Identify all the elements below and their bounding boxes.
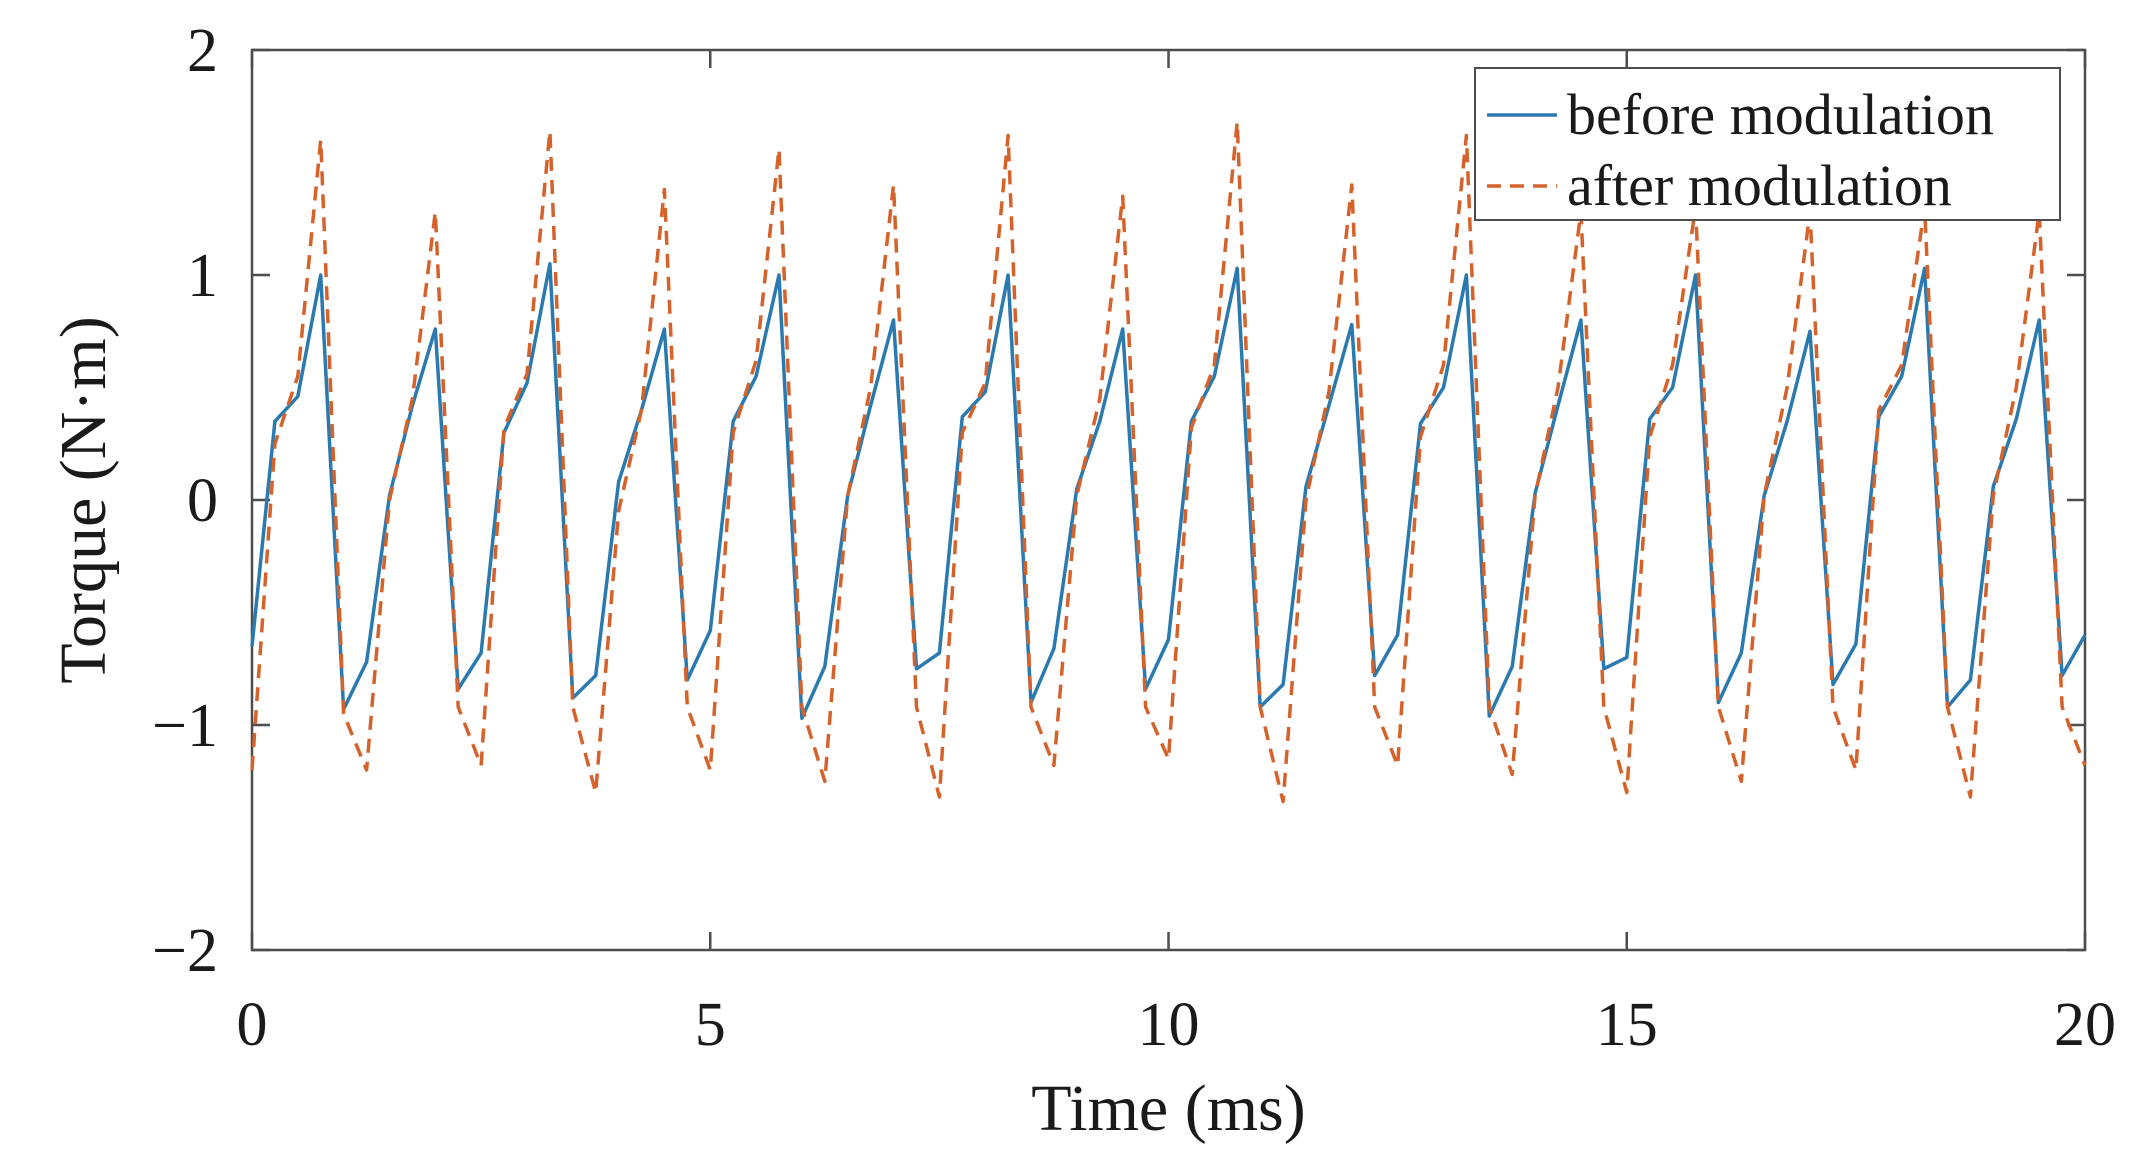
x-tick-label: 5 bbox=[695, 991, 726, 1059]
x-axis: 0 5 10 15 20 bbox=[237, 50, 2116, 1059]
series-layer bbox=[250, 120, 2087, 804]
y-axis: −2 −1 0 1 2 bbox=[152, 17, 2085, 985]
y-tick-label: −1 bbox=[152, 692, 218, 760]
y-tick-label: 1 bbox=[187, 242, 218, 310]
y-tick-label: 0 bbox=[187, 467, 218, 535]
x-tick-label: 20 bbox=[2054, 991, 2116, 1059]
series-line-after bbox=[250, 120, 2087, 804]
x-axis-label: Time (ms) bbox=[1031, 1072, 1305, 1145]
series-line-before bbox=[250, 262, 2087, 721]
y-tick-label: −2 bbox=[152, 917, 218, 985]
x-tick-label: 15 bbox=[1596, 991, 1658, 1059]
legend-label-after: after modulation bbox=[1567, 153, 1952, 218]
legend-box bbox=[1474, 67, 2061, 221]
y-axis-label: Torque (N·m) bbox=[47, 316, 120, 683]
legend-label-before: before modulation bbox=[1567, 82, 1994, 147]
x-tick-label: 10 bbox=[1138, 991, 1200, 1059]
x-tick-label: 0 bbox=[237, 991, 268, 1059]
legend: before modulation after modulation bbox=[1474, 67, 2061, 221]
y-tick-label: 2 bbox=[187, 17, 218, 85]
